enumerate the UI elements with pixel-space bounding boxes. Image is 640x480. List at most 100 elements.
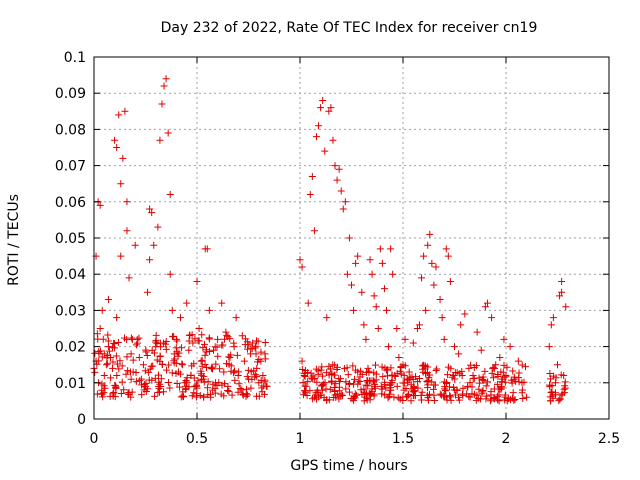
data-point [231,376,239,384]
data-point [423,391,431,399]
data-point [424,381,432,389]
data-point [397,363,405,371]
data-point [384,394,392,402]
data-point [351,390,359,398]
data-point [174,352,182,360]
data-point [243,373,251,381]
data-point [109,390,117,398]
data-point [189,339,197,347]
data-point [436,296,444,304]
x-tick-label: 1.5 [392,431,414,447]
data-point [131,241,139,249]
data-point [220,368,228,376]
data-point [308,172,316,180]
data-point [501,391,509,399]
data-point [111,136,119,144]
data-point [299,379,307,387]
data-point [455,350,463,358]
y-tick-label: 0.02 [55,340,86,356]
data-point [233,351,241,359]
data-point [444,252,452,260]
data-point [372,370,380,378]
data-point [176,383,184,391]
data-point [442,386,450,394]
data-point [483,392,491,400]
data-point [381,381,389,389]
data-point [349,362,357,370]
data-point [135,334,143,342]
data-point [242,390,250,398]
data-point [521,363,529,371]
data-point [118,362,126,370]
data-point [182,377,190,385]
data-point [185,331,193,339]
data-point [432,263,440,271]
y-tick-label: 0.03 [55,303,86,319]
data-point [470,374,478,382]
data-point [158,360,166,368]
data-point [199,344,207,352]
data-point [209,365,217,373]
data-point [479,376,487,384]
data-point [157,375,165,383]
x-axis-label: GPS time / hours [290,458,407,474]
data-point [133,339,141,347]
data-point [308,374,316,382]
data-point [479,387,487,395]
data-point [418,396,426,404]
data-point [198,362,206,370]
y-tick-label: 0.05 [55,231,86,247]
data-point [230,339,238,347]
y-tick-label: 0.09 [55,86,86,102]
data-point [444,371,452,379]
data-point [558,390,566,398]
data-point [247,384,255,392]
data-point [316,391,324,399]
data-point [252,371,260,379]
data-point [114,338,122,346]
data-point [422,306,430,314]
data-point [202,364,210,372]
data-point [185,346,193,354]
data-point [144,385,152,393]
data-point [177,314,185,322]
data-point [323,369,331,377]
x-tick-label: 0 [90,431,99,447]
data-point [193,381,201,389]
data-point [381,391,389,399]
data-point [386,390,394,398]
data-point [488,369,496,377]
data-point [461,310,469,318]
data-point [370,377,378,385]
data-point [127,350,135,358]
data-point [381,364,389,372]
data-point [421,362,429,370]
data-point [371,380,379,388]
data-point [151,392,159,400]
data-point [547,389,555,397]
data-point [201,351,209,359]
data-point [212,360,220,368]
data-point [547,375,555,383]
data-point [378,385,386,393]
data-point [440,335,448,343]
data-point [318,363,326,371]
data-point [487,391,495,399]
data-point [252,337,260,345]
data-point [129,356,137,364]
data-point [235,368,243,376]
data-point [177,393,185,401]
data-point [354,252,362,260]
data-point [229,369,237,377]
data-point [196,392,204,400]
data-point [312,365,320,373]
data-point [326,365,334,373]
data-point [415,375,423,383]
data-point [372,303,380,311]
data-point [483,299,491,307]
data-point [407,397,415,405]
data-point [554,361,561,369]
data-point [141,367,149,375]
data-point [337,187,345,195]
data-point [314,370,322,378]
